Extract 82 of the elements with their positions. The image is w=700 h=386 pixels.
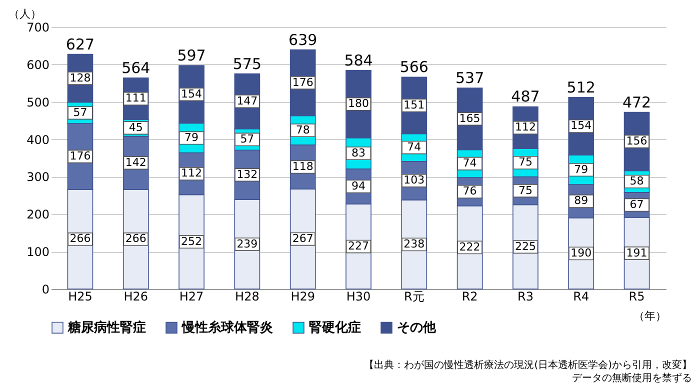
total-label: 566 <box>400 58 428 76</box>
data-label: 112 <box>181 166 202 180</box>
x-tick-label: H26 <box>124 290 148 304</box>
text: データの無断使用を禁ずる <box>571 372 692 385</box>
x-tick-label: H25 <box>68 290 92 304</box>
data-label: 79 <box>574 162 588 176</box>
total-label: 639 <box>288 30 318 49</box>
data-label: 76 <box>462 184 477 198</box>
total-label: 597 <box>177 46 206 65</box>
x-tick-label: H30 <box>346 290 371 304</box>
data-label: 74 <box>407 140 422 154</box>
x-tick-label: H29 <box>290 290 315 304</box>
data-label: 83 <box>352 146 366 160</box>
data-label: 94 <box>352 179 366 192</box>
text: 【出典：わが国の慢性透析療法の現況(日本透析医学会)から引用，改変】 <box>364 359 692 372</box>
data-label: 75 <box>518 184 532 197</box>
x-tick-label: R元 <box>404 290 424 304</box>
data-label: 103 <box>404 174 425 187</box>
data-label: 190 <box>570 246 592 260</box>
data-label: 67 <box>630 198 644 211</box>
data-label: 128 <box>70 71 91 84</box>
data-label: 142 <box>125 156 146 169</box>
data-label: 176 <box>70 150 91 163</box>
y-axis-title: （人） <box>8 8 42 20</box>
data-label: 74 <box>462 156 477 170</box>
data-label: 132 <box>236 168 258 181</box>
data-label: 176 <box>292 76 314 89</box>
y-tick-label: 400 <box>26 132 50 147</box>
total-label: 487 <box>511 88 540 106</box>
y-tick-label: 200 <box>26 208 50 222</box>
data-label: 75 <box>518 156 532 169</box>
data-label: 227 <box>348 240 369 253</box>
data-label: 239 <box>236 237 258 250</box>
data-label: 180 <box>348 97 369 110</box>
data-label: 78 <box>296 123 310 136</box>
y-tick-label: 700 <box>26 20 50 34</box>
total-label: 575 <box>232 54 262 73</box>
legend-label: その他 <box>397 320 437 336</box>
legend-label: 腎硬化症 <box>309 320 361 336</box>
data-label: 89 <box>574 194 588 208</box>
total-label: 564 <box>122 58 150 77</box>
data-label: 154 <box>181 87 202 100</box>
data-label: 147 <box>236 94 258 108</box>
data-label: 225 <box>514 240 536 253</box>
data-label: 165 <box>459 112 480 125</box>
data-label: 45 <box>128 120 143 134</box>
x-tick-label: R5 <box>628 290 645 304</box>
total-label: 627 <box>66 35 95 54</box>
total-label: 512 <box>566 78 596 96</box>
data-label: 112 <box>514 120 536 134</box>
x-tick-label: H28 <box>235 290 260 304</box>
y-tick-label: 300 <box>26 170 50 184</box>
data-label: 222 <box>459 240 480 254</box>
data-label: 111 <box>125 92 146 105</box>
total-label: 537 <box>455 69 484 88</box>
data-label: 154 <box>570 119 592 132</box>
data-label: 57 <box>240 132 254 146</box>
legend-label: 慢性糸球体腎炎 <box>181 320 273 336</box>
y-tick-label: 0 <box>42 282 50 296</box>
x-tick-label: R4 <box>573 290 590 304</box>
data-label: 151 <box>404 98 425 112</box>
data-label: 252 <box>181 234 202 248</box>
x-axis-title: （年） <box>634 310 666 322</box>
legend-label: 糖尿病性腎症 <box>67 320 146 336</box>
y-tick-label: 500 <box>26 95 50 110</box>
data-label: 266 <box>125 232 146 246</box>
data-label: 58 <box>630 174 644 188</box>
data-label: 79 <box>184 130 199 144</box>
data-label: 57 <box>73 106 88 119</box>
data-label: 266 <box>70 232 91 246</box>
y-tick-label: 100 <box>26 245 50 260</box>
total-label: 584 <box>344 51 373 70</box>
data-label: 118 <box>292 160 314 173</box>
x-tick-label: H27 <box>179 290 204 304</box>
data-label: 267 <box>292 232 314 246</box>
x-tick-label: R2 <box>462 290 478 304</box>
total-label: 472 <box>622 93 652 112</box>
y-tick-label: 600 <box>26 58 50 72</box>
data-label: 191 <box>626 246 648 260</box>
x-tick-label: R3 <box>517 290 534 304</box>
data-label: 156 <box>626 134 648 148</box>
data-label: 238 <box>404 237 425 250</box>
